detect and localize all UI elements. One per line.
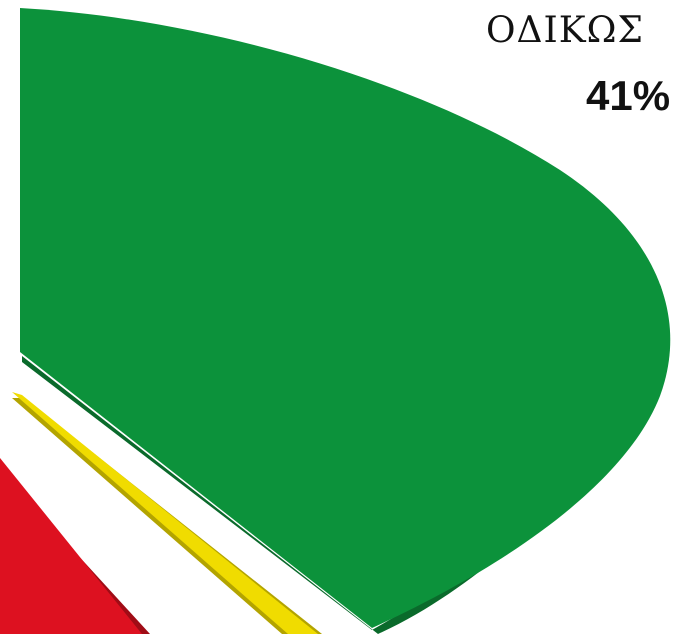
pie-slice-yellow-face [12, 392, 318, 634]
pie-slice-yellow [12, 392, 322, 634]
slice-label-value: 41% [586, 72, 670, 119]
pie-slice-red [0, 458, 150, 634]
pie-slice-red-face [0, 458, 142, 634]
pie-slice-green-face [20, 8, 671, 628]
pie-slice-green [20, 8, 671, 634]
slice-label-name: ΟΔΙΚΩΣ [486, 10, 644, 51]
